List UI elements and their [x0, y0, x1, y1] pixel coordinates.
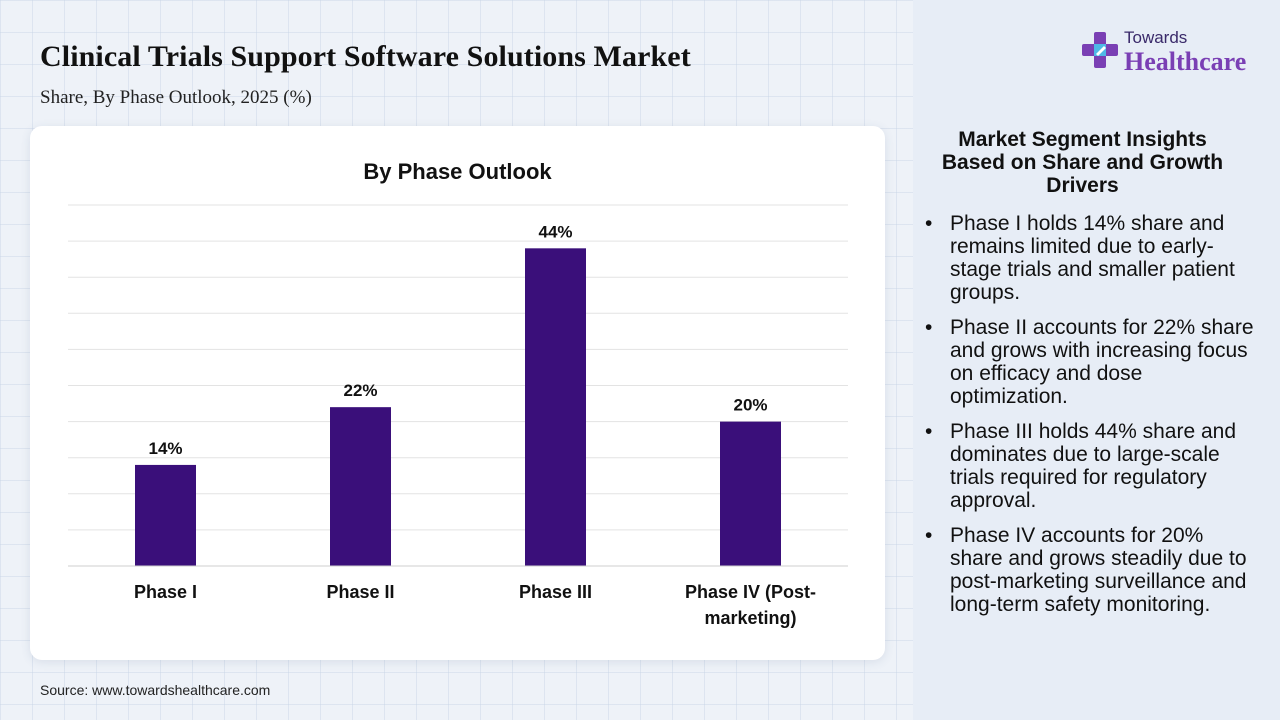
insight-item: Phase II accounts for 22% share and grow…	[925, 316, 1255, 408]
insight-item: Phase I holds 14% share and remains limi…	[925, 212, 1255, 304]
bar	[330, 407, 391, 566]
logo-text-bottom: Healthcare	[1124, 47, 1247, 76]
bar-chart: 14% Phase I 22% Phase II 44% Phase III 20% Phas…	[68, 204, 848, 628]
insights-title: Market Segment Insights Based on Share a…	[941, 128, 1224, 197]
category-label: Phase I	[134, 582, 197, 602]
brand-logo: Towards Healthcare	[1080, 26, 1260, 76]
insight-item: Phase IV accounts for 20% share and grow…	[925, 524, 1255, 616]
bar	[135, 464, 196, 566]
source-note: Source: www.towardshealthcare.com	[40, 682, 271, 698]
data-label: 22%	[343, 381, 377, 400]
insights-list: Phase I holds 14% share and remains limi…	[925, 212, 1255, 628]
bar	[720, 421, 781, 566]
category-label: Phase IV (Post-	[685, 582, 816, 602]
data-label: 14%	[148, 439, 182, 458]
chart-title: By Phase Outlook	[363, 159, 552, 184]
data-label: 20%	[733, 396, 767, 415]
chart-card: By Phase Outlook 14% Phase I 22% Phase II 44…	[30, 126, 885, 660]
page-title: Clinical Trials Support Software Solutio…	[40, 40, 691, 73]
logo-text-top: Towards	[1124, 28, 1188, 47]
category-label: Phase III	[519, 582, 592, 602]
page-subtitle: Share, By Phase Outlook, 2025 (%)	[40, 87, 312, 108]
category-label: Phase II	[326, 582, 394, 602]
data-label: 44%	[538, 222, 572, 241]
bar	[525, 248, 586, 566]
insight-item: Phase III holds 44% share and dominates …	[925, 420, 1255, 512]
category-label: marketing)	[704, 608, 796, 628]
medical-cross-icon	[1082, 32, 1118, 68]
